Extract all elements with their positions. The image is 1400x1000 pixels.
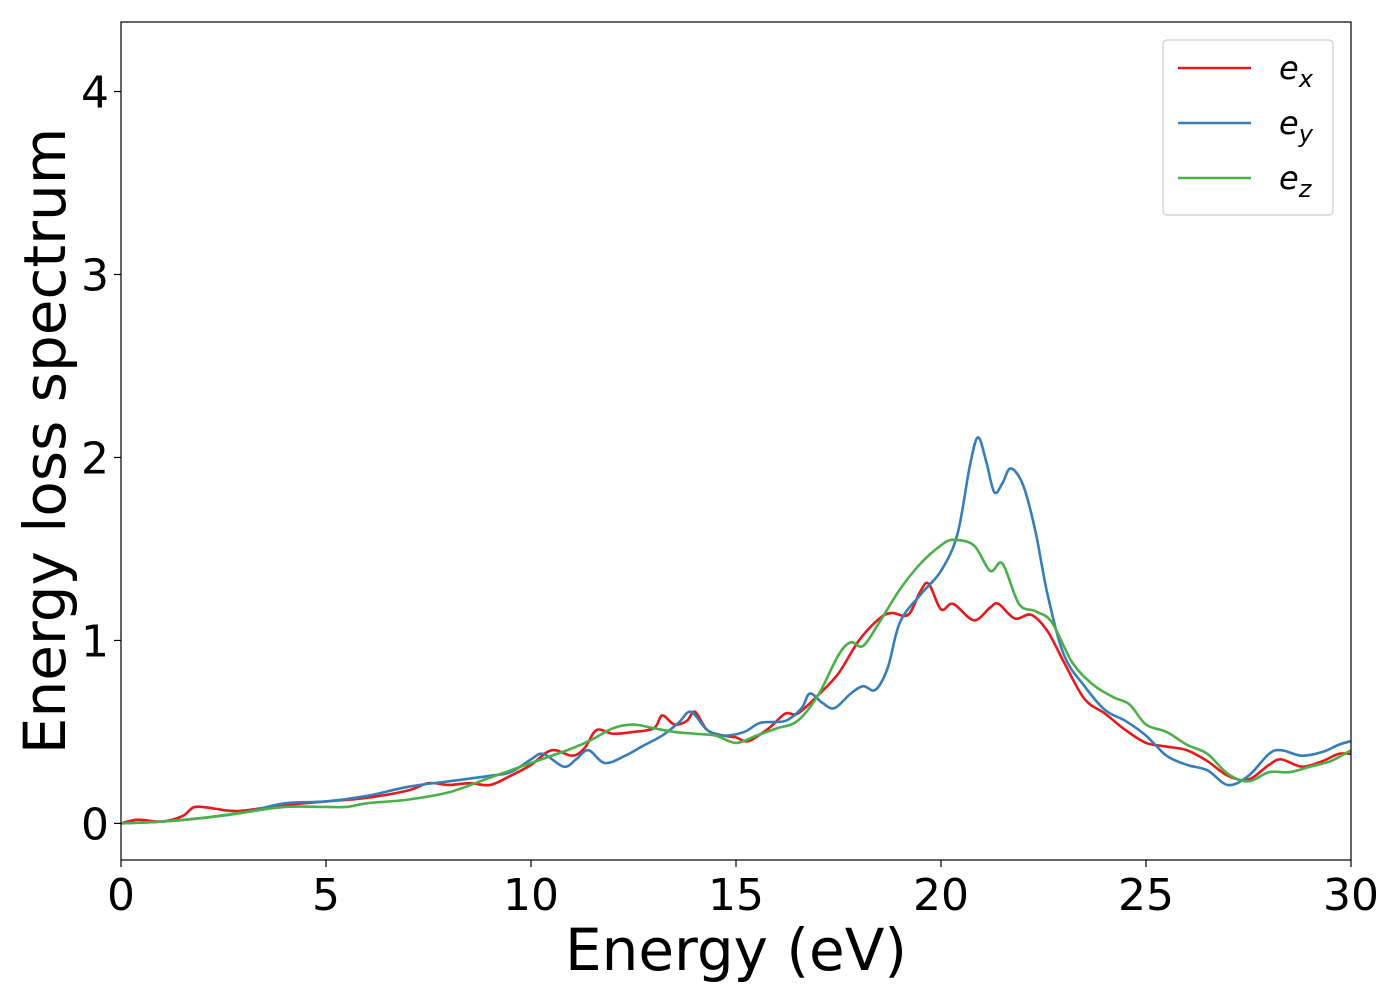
y-tick-label: 1 — [81, 616, 109, 667]
y-tick-label: 0 — [81, 799, 109, 850]
legend-label-x: ex — [1279, 49, 1314, 93]
legend-box — [1162, 39, 1334, 216]
legend-label-base: e — [1279, 104, 1299, 142]
y-axis-title: Energy loss spectrum — [11, 128, 79, 754]
x-tick-label: 5 — [312, 870, 340, 921]
x-tick-label: 0 — [107, 870, 135, 921]
y-tick-label: 3 — [81, 250, 109, 301]
x-axis-title: Energy (eV) — [565, 916, 907, 984]
series-line-y — [121, 436, 1351, 825]
y-tick-label: 4 — [81, 68, 109, 119]
x-tick-label: 20 — [913, 870, 969, 921]
x-axis: 0 5 10 15 20 25 30 — [107, 860, 1379, 921]
y-axis: 0 1 2 3 4 — [81, 68, 121, 850]
legend-label-subscript: z — [1298, 175, 1313, 203]
x-tick-label: 15 — [708, 870, 764, 921]
series-line-z — [121, 538, 1351, 825]
legend-label-base: e — [1279, 159, 1299, 197]
series-line-x — [121, 581, 1351, 825]
legend-label-z: ez — [1279, 159, 1313, 203]
legend-label-subscript: x — [1298, 65, 1314, 93]
legend-label-base: e — [1279, 49, 1299, 87]
legend-label-y: ey — [1279, 104, 1314, 148]
x-tick-label: 30 — [1323, 870, 1379, 921]
y-tick-label: 2 — [81, 433, 109, 484]
x-tick-label: 25 — [1118, 870, 1174, 921]
x-tick-label: 10 — [503, 870, 559, 921]
series-layer — [121, 436, 1351, 825]
legend-label-subscript: y — [1298, 120, 1314, 148]
